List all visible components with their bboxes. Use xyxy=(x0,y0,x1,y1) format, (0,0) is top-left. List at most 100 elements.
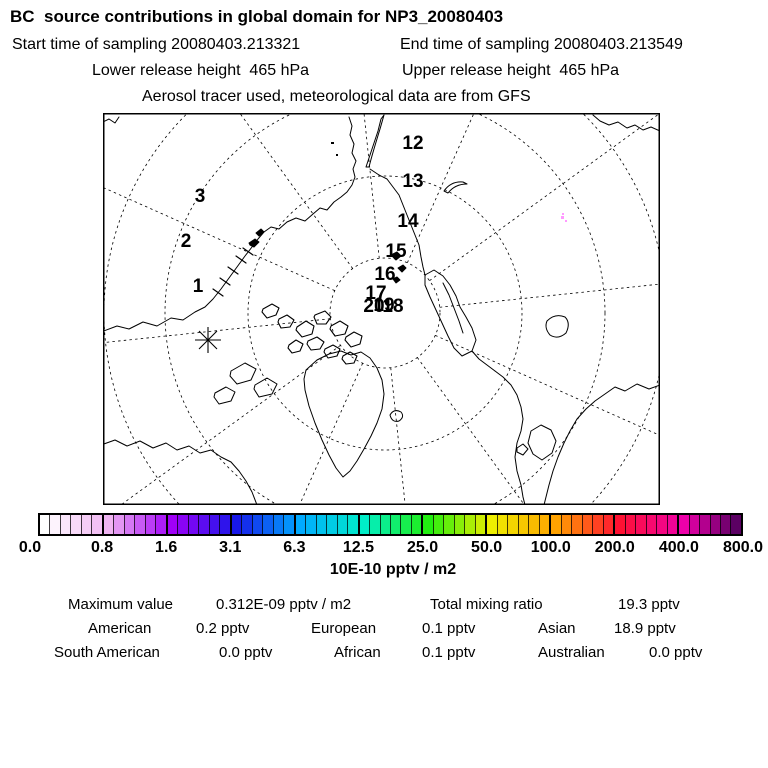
total-mixing-ratio-label: Total mixing ratio xyxy=(430,596,543,613)
colorbar-cell xyxy=(423,515,433,534)
region-european-label: European xyxy=(311,620,377,637)
meridian-line xyxy=(435,335,659,436)
colorbar-cell xyxy=(709,515,720,534)
colorbar-cell xyxy=(528,515,539,534)
colorbar-cell xyxy=(40,515,50,534)
colorbar-cell xyxy=(571,515,582,534)
meridian-line xyxy=(417,357,525,504)
colorbar-cell xyxy=(538,515,550,534)
colorbar-segment xyxy=(293,515,358,534)
colorbar-cell xyxy=(283,515,294,534)
colorbar-cell xyxy=(251,515,263,534)
trajectory-marker-1: 1 xyxy=(193,276,204,297)
colorbar-cell xyxy=(699,515,710,534)
colorbar-cell xyxy=(155,515,166,534)
colorbar-tick-400.0: 400.0 xyxy=(658,539,699,556)
colorbar-tick-6.3: 6.3 xyxy=(283,539,306,556)
colorbar-cell xyxy=(400,515,411,534)
colorbar-tick-0.8: 0.8 xyxy=(90,539,114,556)
colorbar-cell xyxy=(560,515,572,534)
colorbar-cell xyxy=(507,515,518,534)
colorbar-tick-1.6: 1.6 xyxy=(155,539,178,556)
meridian-line xyxy=(104,187,335,291)
graticule-grid xyxy=(104,114,659,504)
colorbar-cell xyxy=(720,515,731,534)
colorbar-tick-12.5: 12.5 xyxy=(342,539,375,556)
trajectory-marker-15: 15 xyxy=(385,241,407,262)
end-time-label: End time of sampling 20080403.213549 xyxy=(400,36,683,53)
release-location-marker xyxy=(195,327,221,353)
trajectory-marker-19: 19 xyxy=(373,295,394,316)
region-australian-label: Australian xyxy=(538,644,605,661)
colorbar-cell xyxy=(347,515,358,534)
colorbar-cell xyxy=(219,515,230,534)
colorbar-cell xyxy=(326,515,337,534)
colorbar-segment xyxy=(357,515,422,534)
colorbar-cell xyxy=(70,515,81,534)
meridian-line xyxy=(439,283,659,308)
latitude-circle xyxy=(247,175,523,451)
region-asian-value: 18.9 pptv xyxy=(614,620,676,637)
colorbar-tick-3.1: 3.1 xyxy=(219,539,242,556)
colorbar-cell xyxy=(432,515,444,534)
colorbar-cell xyxy=(666,515,678,534)
meridian-line xyxy=(121,345,341,504)
map-frame xyxy=(103,113,660,505)
colorbar-segment xyxy=(485,515,550,534)
colorbar-cell xyxy=(59,515,71,534)
colorbar-cell xyxy=(615,515,625,534)
colorbar-cell xyxy=(80,515,92,534)
colorbar-cell xyxy=(91,515,102,534)
colorbar-segment xyxy=(101,515,166,534)
colorbar-cell xyxy=(645,515,657,534)
colorbar-cell xyxy=(49,515,60,534)
colorbar-cell xyxy=(474,515,486,534)
region-south-american-label: South American xyxy=(54,644,160,661)
colorbar-tick-25.0: 25.0 xyxy=(406,539,439,556)
region-european-value: 0.1 pptv xyxy=(422,620,476,637)
colorbar-cell xyxy=(295,515,306,534)
region-american-value: 0.2 pptv xyxy=(196,620,250,637)
latitude-circle xyxy=(329,257,441,369)
region-south-american-value: 0.0 pptv xyxy=(219,644,273,661)
meridian-line xyxy=(363,114,380,259)
concentration-signal xyxy=(561,213,567,222)
meridian-line xyxy=(299,363,363,504)
colorbar-cell xyxy=(496,515,508,534)
colorbar-tick-200.0: 200.0 xyxy=(594,539,635,556)
colorbar-tick-100.0: 100.0 xyxy=(530,539,571,556)
colorbar-cell xyxy=(241,515,252,534)
colorbar-cell xyxy=(453,515,465,534)
colorbar-cell xyxy=(167,515,178,534)
colorbar-cell xyxy=(592,515,603,534)
region-asian-label: Asian xyxy=(538,620,576,637)
colorbar-cell xyxy=(443,515,454,534)
region-african-value: 0.1 pptv xyxy=(422,644,476,661)
meridian-line xyxy=(239,114,353,269)
colorbar-cell xyxy=(103,515,114,534)
colorbar-unit: 10E-10 pptv / m2 xyxy=(329,561,457,578)
start-time-label: Start time of sampling 20080403.213321 xyxy=(12,36,301,53)
colorbar-cell xyxy=(410,515,422,534)
colorbar-cell xyxy=(487,515,497,534)
trajectory-marker-2: 2 xyxy=(181,231,192,252)
colorbar-segment xyxy=(165,515,230,534)
region-african-label: African xyxy=(334,644,381,661)
colorbar-cell xyxy=(679,515,689,534)
colorbar-cell xyxy=(198,515,209,534)
upper-release-label: Upper release height 465 hPa xyxy=(402,62,620,79)
latitude-circle xyxy=(164,114,606,504)
colorbar-segment xyxy=(421,515,486,534)
trajectory-marker-13: 13 xyxy=(402,171,423,192)
region-australian-value: 0.0 pptv xyxy=(649,644,703,661)
trajectory-marker-17: 17 xyxy=(365,283,386,304)
region-american-label: American xyxy=(88,620,152,637)
colorbar-cell xyxy=(144,515,156,534)
maximum-value: 0.312E-09 pptv / m2 xyxy=(216,596,352,613)
colorbar-cell xyxy=(551,515,561,534)
colorbar-cell xyxy=(369,515,380,534)
trajectory-marker-14: 14 xyxy=(397,211,419,232)
trajectory-marker-18: 18 xyxy=(382,296,403,317)
